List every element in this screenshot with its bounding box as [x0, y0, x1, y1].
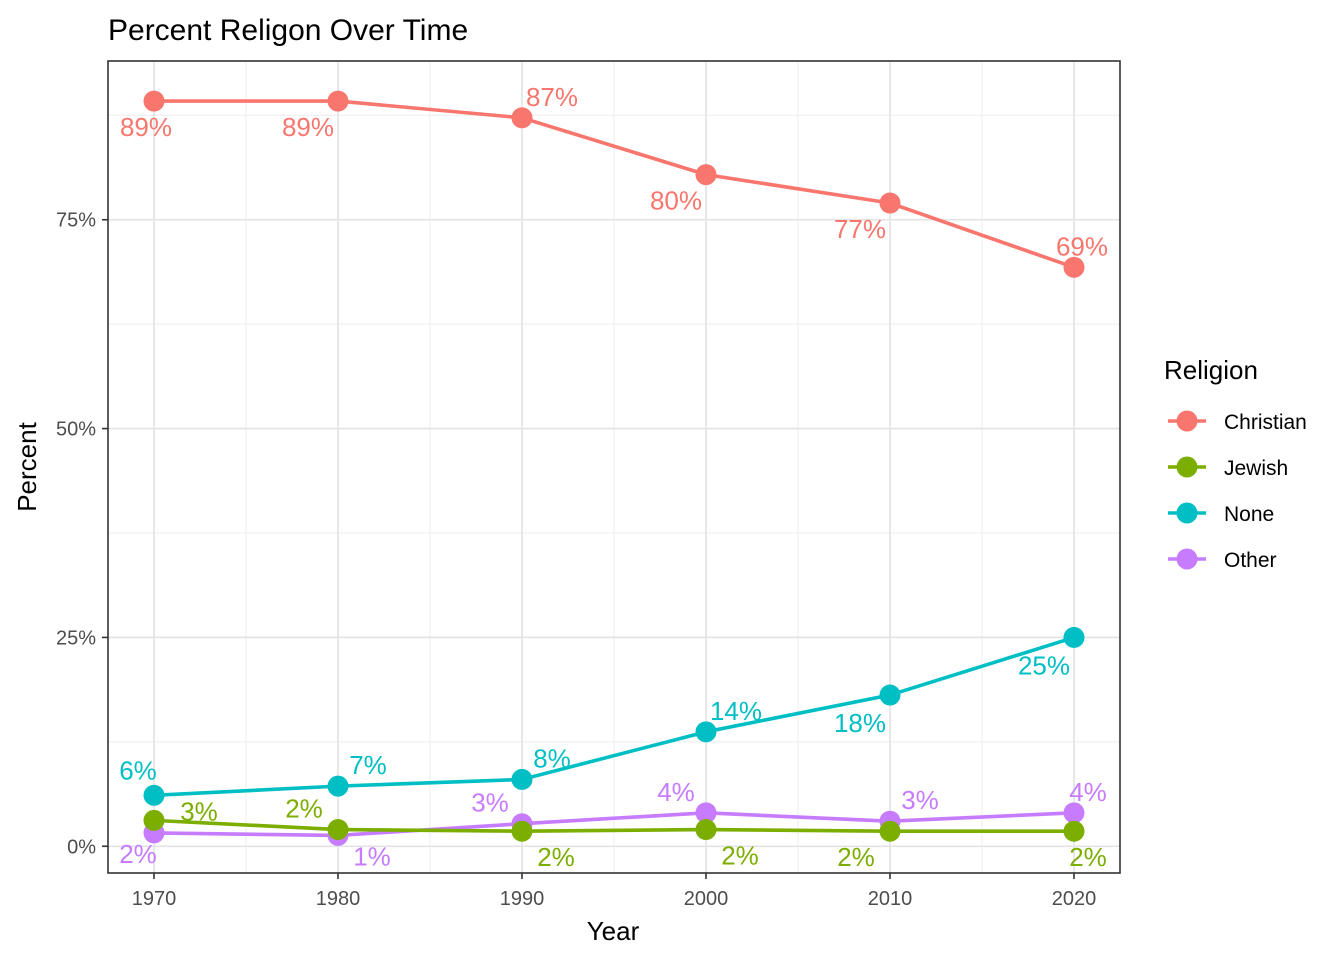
none-line	[152, 635, 1076, 798]
jewish-point	[511, 820, 533, 842]
other-data-label: 4%	[1069, 777, 1107, 807]
christian-point	[695, 164, 717, 186]
jewish-data-label: 2%	[837, 842, 875, 872]
other-point	[1063, 802, 1085, 824]
legend-key-point-christian	[1176, 410, 1198, 432]
legend-label-none: None	[1224, 503, 1274, 526]
x-tick-label: 2010	[868, 888, 913, 910]
jewish-data-label: 3%	[180, 796, 218, 826]
x-axis-title: Year	[587, 916, 640, 946]
none-point	[879, 684, 901, 706]
christian-data-label: 69%	[1056, 231, 1108, 261]
none-data-label: 25%	[1018, 650, 1070, 680]
jewish-line	[152, 818, 1076, 834]
none-data-label: 14%	[710, 696, 762, 726]
none-data-label: 8%	[533, 743, 571, 773]
none-data-label: 6%	[119, 755, 157, 785]
none-point	[511, 768, 533, 790]
jewish-data-label: 2%	[1069, 842, 1107, 872]
jewish-data-label: 2%	[537, 842, 575, 872]
series-christian: 89% 89% 87% 80% 77% 69%	[120, 82, 1108, 278]
legend: Religion Christian Jewish None Other	[1164, 355, 1307, 572]
christian-line	[152, 99, 1076, 270]
none-point	[143, 784, 165, 806]
legend-label-christian: Christian	[1224, 411, 1307, 434]
christian-data-label: 77%	[834, 214, 886, 244]
y-tick-label: 25%	[56, 627, 96, 649]
series-jewish: 3% 2% 2% 2% 2% 2%	[143, 794, 1107, 872]
other-point	[695, 802, 717, 824]
legend-key-point-jewish	[1176, 456, 1198, 478]
jewish-data-label: 2%	[285, 794, 323, 824]
christian-point	[1063, 256, 1085, 278]
legend-label-jewish: Jewish	[1224, 457, 1288, 480]
none-data-label: 18%	[834, 708, 886, 738]
christian-point	[879, 192, 901, 214]
jewish-point	[695, 819, 717, 841]
y-tick-label: 50%	[56, 419, 96, 441]
christian-point	[143, 90, 165, 112]
legend-label-other: Other	[1224, 549, 1277, 572]
y-tick-label: 75%	[56, 210, 96, 232]
jewish-point	[1063, 820, 1085, 842]
x-tick-label: 1970	[132, 888, 177, 910]
other-data-label: 3%	[901, 785, 939, 815]
none-point	[327, 775, 349, 797]
jewish-point	[143, 809, 165, 831]
none-point	[1063, 626, 1085, 648]
christian-data-label: 87%	[526, 82, 578, 112]
y-axis-title: Percent	[12, 421, 42, 511]
chart-title: Percent Religon Over Time	[108, 14, 468, 47]
x-tick-label: 2000	[684, 888, 729, 910]
series-none: 6% 7% 8% 14% 18% 25%	[119, 626, 1085, 806]
other-line	[152, 811, 1076, 838]
grid	[108, 61, 1120, 873]
plot-panel-border	[107, 60, 1121, 874]
legend-key-point-other	[1176, 548, 1198, 570]
legend-title: Religion	[1164, 355, 1258, 385]
other-data-label: 1%	[353, 841, 391, 871]
series-group: 2% 1% 3% 4% 3% 4% 3% 2% 2% 2% 2% 2% 6% 7% 8% 14% 18% 25% 8…	[119, 82, 1108, 872]
y-tick-label: 0%	[67, 836, 96, 858]
other-data-label: 4%	[657, 777, 695, 807]
christian-data-label: 89%	[120, 112, 172, 142]
christian-data-label: 89%	[282, 112, 334, 142]
jewish-point	[879, 820, 901, 842]
none-point	[695, 721, 717, 743]
legend-key-point-none	[1176, 502, 1198, 524]
axes: 0% 25% 50% 75% 1970 1980 1990 2000 2010 2020	[56, 210, 1096, 910]
jewish-point	[327, 819, 349, 841]
none-data-label: 7%	[349, 750, 387, 780]
jewish-data-label: 2%	[721, 841, 759, 871]
x-tick-label: 1980	[316, 888, 361, 910]
other-data-label: 2%	[119, 839, 157, 869]
christian-point	[327, 90, 349, 112]
x-tick-label: 2020	[1052, 888, 1097, 910]
christian-point	[511, 107, 533, 129]
x-tick-label: 1990	[500, 888, 545, 910]
other-data-label: 3%	[471, 788, 509, 818]
christian-data-label: 80%	[650, 186, 702, 216]
